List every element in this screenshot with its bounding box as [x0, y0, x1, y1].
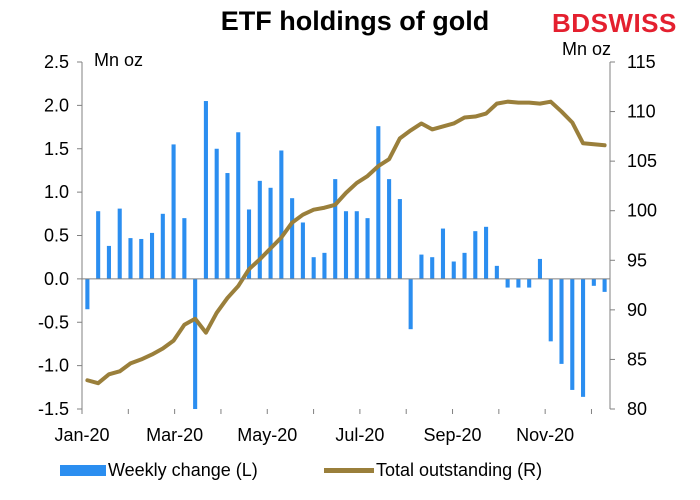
x-tick-label: Sep-20 [424, 425, 482, 445]
weekly-change-bar [182, 218, 187, 279]
weekly-change-bars [85, 101, 607, 410]
left-axis-unit: Mn oz [94, 50, 143, 70]
x-axis-ticks: Jan-20 Mar-20 May-20 Jul-20 Sep-20 Nov-20 [54, 409, 592, 445]
right-tick-label: 105 [627, 151, 657, 171]
weekly-change-bar [139, 238, 144, 279]
weekly-change-bar [96, 211, 101, 279]
weekly-change-bar [117, 208, 122, 279]
left-tick-label: 1.0 [44, 182, 69, 202]
weekly-change-bar [494, 265, 499, 279]
right-tick-label: 100 [627, 201, 657, 221]
weekly-change-bar [559, 278, 564, 364]
right-axis-unit: Mn oz [562, 39, 611, 59]
weekly-change-bar [570, 278, 575, 390]
weekly-change-bar [214, 148, 219, 279]
weekly-change-bar [203, 101, 208, 279]
weekly-change-bar [440, 228, 446, 279]
weekly-change-bar [484, 226, 489, 279]
weekly-change-bar [257, 180, 262, 279]
weekly-change-bar [225, 173, 230, 279]
x-tick-label: Jan-20 [54, 425, 109, 445]
weekly-change-bar [473, 231, 478, 279]
chart-title: ETF holdings of gold [220, 6, 490, 36]
weekly-change-bar [106, 245, 111, 279]
weekly-change-bar [516, 278, 521, 288]
chart-canvas: 2.5 2.0 1.5 1.0 0.5 0.0 -0.5 -1.0 -1.5 115 110 105… [38, 39, 657, 445]
weekly-change-bar [548, 278, 553, 342]
right-tick-label: 90 [627, 300, 647, 320]
weekly-change-bar [279, 150, 284, 279]
x-tick-label: May-20 [237, 425, 297, 445]
x-tick-label: Nov-20 [516, 425, 574, 445]
weekly-change-bar [128, 238, 133, 279]
weekly-change-bar [193, 278, 198, 410]
left-tick-label: -1.5 [38, 399, 69, 419]
weekly-change-bar [149, 232, 155, 279]
weekly-change-bar [397, 199, 402, 279]
left-tick-label: -1.0 [38, 356, 69, 376]
legend: Weekly change (L) Total outstanding (R) [0, 460, 700, 490]
legend-item-total-outstanding: Total outstanding (R) [324, 460, 542, 481]
weekly-change-bar [387, 179, 392, 279]
right-axis-ticks: 115 110 105 100 95 90 85 80 [610, 52, 657, 419]
weekly-change-bar [236, 132, 241, 279]
left-tick-label: 0.0 [44, 269, 69, 289]
weekly-change-bar [85, 278, 90, 310]
legend-label-weekly-change: Weekly change (L) [108, 460, 258, 480]
total-outstanding-line [85, 99, 607, 386]
right-tick-label: 80 [627, 399, 647, 419]
left-tick-label: 1.5 [44, 139, 69, 159]
x-tick-label: Jul-20 [335, 425, 384, 445]
weekly-change-bar [430, 257, 435, 279]
x-tick-label: Mar-20 [146, 425, 203, 445]
weekly-change-bar [322, 252, 327, 279]
right-tick-label: 110 [627, 102, 656, 122]
weekly-change-bar [505, 278, 510, 288]
weekly-change-bar [300, 222, 305, 279]
weekly-change-bar [537, 258, 542, 279]
weekly-change-bar [160, 213, 165, 279]
weekly-change-bar [246, 209, 252, 279]
right-tick-label: 85 [627, 349, 647, 369]
right-tick-label: 115 [627, 52, 656, 72]
weekly-change-bar [354, 211, 359, 279]
brand-logo: BDSWISS [552, 8, 677, 38]
weekly-change-bar [376, 126, 381, 279]
weekly-change-bar [462, 252, 467, 279]
weekly-change-bar [408, 278, 413, 330]
weekly-change-bar [311, 257, 316, 279]
weekly-change-bar [268, 187, 273, 279]
weekly-change-bar [527, 278, 532, 288]
legend-item-weekly-change: Weekly change (L) [60, 460, 258, 481]
weekly-change-bar [365, 218, 370, 279]
left-tick-label: 2.0 [44, 95, 69, 115]
legend-swatch-weekly-change [60, 465, 106, 476]
left-tick-label: 2.5 [44, 52, 69, 72]
weekly-change-bar [343, 211, 349, 279]
weekly-change-bar [591, 278, 596, 286]
brand-logo-part2: SWISS [590, 8, 677, 38]
left-tick-label: -0.5 [38, 312, 69, 332]
legend-label-total-outstanding: Total outstanding (R) [376, 460, 543, 480]
weekly-change-bar [171, 144, 176, 279]
legend-swatch-total-outstanding [324, 468, 374, 473]
weekly-change-bar [333, 179, 338, 279]
left-tick-label: 0.5 [44, 226, 69, 246]
right-tick-label: 95 [627, 250, 647, 270]
left-axis-ticks: 2.5 2.0 1.5 1.0 0.5 0.0 -0.5 -1.0 -1.5 [38, 52, 82, 419]
weekly-change-bar [602, 278, 607, 292]
weekly-change-bar [581, 278, 586, 397]
weekly-change-bar [290, 198, 295, 279]
weekly-change-bar [419, 254, 424, 279]
brand-logo-part1: BD [552, 8, 591, 38]
weekly-change-bar [451, 261, 456, 279]
